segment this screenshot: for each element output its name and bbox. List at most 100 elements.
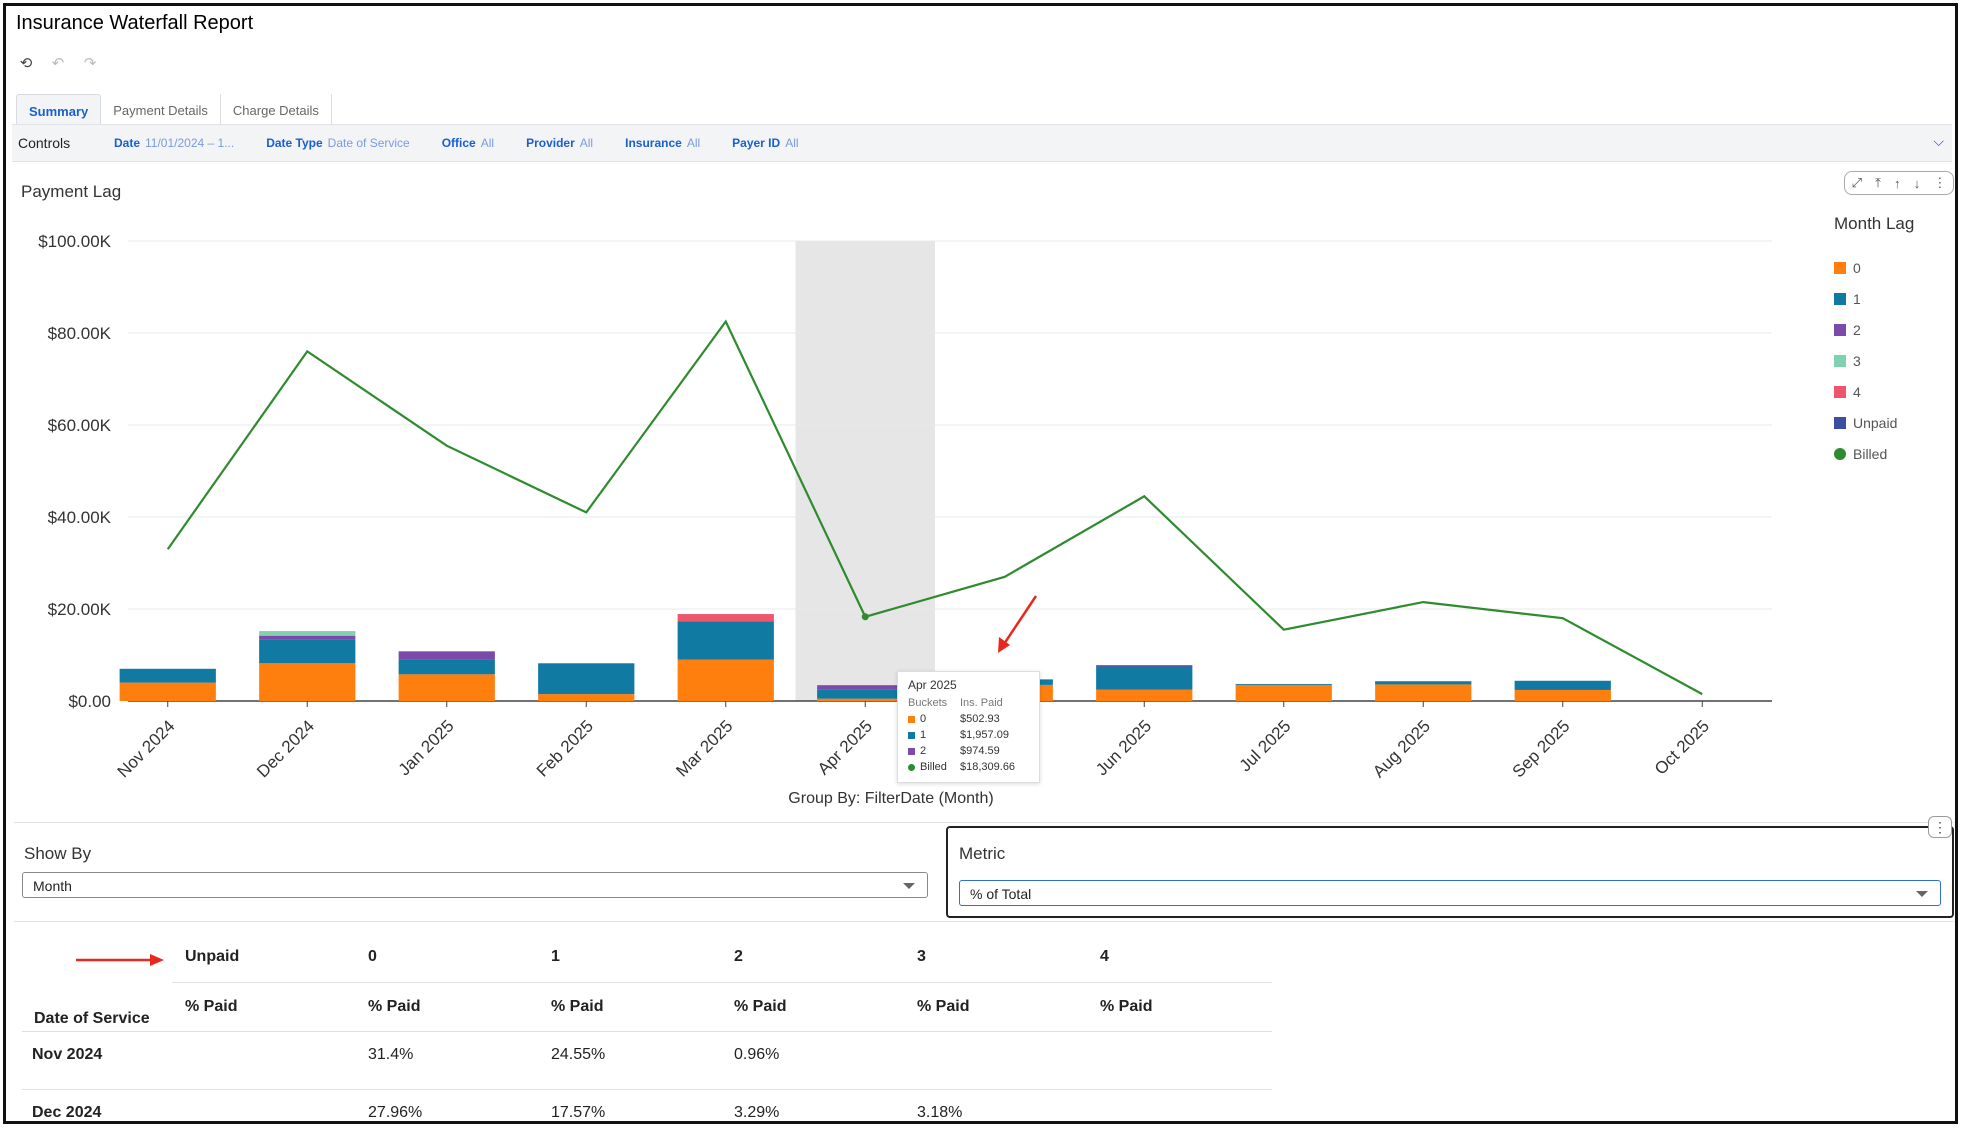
- legend-label: 3: [1853, 352, 1861, 369]
- column-header: Unpaid: [185, 948, 240, 965]
- arrow-up-icon[interactable]: ↑: [1894, 175, 1901, 191]
- column-header: % Paid: [368, 998, 421, 1015]
- refresh-icon[interactable]: ⟲: [19, 55, 33, 72]
- metric-select[interactable]: % of Total: [959, 880, 1941, 906]
- bar-segment: [1235, 683, 1332, 685]
- filter-name: Date Type: [266, 136, 323, 150]
- redo-icon[interactable]: ↷: [83, 55, 97, 72]
- column-header: 4: [1100, 948, 1109, 965]
- bar-segment: [119, 668, 216, 683]
- filter-office[interactable]: Office All: [442, 136, 494, 150]
- bar-segment: [259, 635, 356, 640]
- chart-title: Payment Lag: [21, 182, 122, 201]
- undo-icon[interactable]: ↶: [51, 55, 65, 72]
- filter-provider[interactable]: Provider All: [526, 136, 593, 150]
- x-tick-label: Mar 2025: [672, 716, 736, 780]
- annotation-arrow-head: [998, 637, 1010, 653]
- filter-value: All: [579, 136, 594, 150]
- tab-charge-details[interactable]: Charge Details: [221, 94, 332, 124]
- legend-item[interactable]: 0: [1834, 252, 1914, 283]
- tooltip-value: $974.59: [960, 745, 1000, 757]
- filter-name: Insurance: [625, 136, 682, 150]
- arrow-down-icon[interactable]: ↓: [1913, 175, 1921, 191]
- legend-item[interactable]: 2: [1834, 314, 1914, 345]
- expand-icon[interactable]: ⤢: [1851, 175, 1862, 190]
- tab-bar: Summary Payment Details Charge Details: [16, 94, 332, 125]
- app-window: Insurance Waterfall Report ⟲ ↶ ↷ Summary…: [3, 3, 1958, 1124]
- tooltip-value: $502.93: [960, 713, 1000, 725]
- legend-swatch-icon: [1834, 292, 1846, 305]
- divider: [22, 1031, 1272, 1032]
- bar-segment: [259, 639, 356, 664]
- bar-segment: [817, 689, 914, 699]
- x-tick-label: Sep 2025: [1509, 716, 1574, 781]
- x-tick-label: Jul 2025: [1236, 716, 1295, 775]
- legend-item[interactable]: Unpaid: [1834, 407, 1914, 438]
- legend-swatch-icon: [1834, 416, 1846, 429]
- column-header: 1: [551, 948, 560, 965]
- show-by-select[interactable]: Month: [22, 872, 928, 898]
- legend-title: Month Lag: [1834, 214, 1915, 233]
- more-options-icon[interactable]: ⋮: [1928, 816, 1952, 838]
- table-row: Nov 2024 31.4% 24.55% 0.96%: [22, 1046, 1272, 1086]
- table-cell: 31.4%: [368, 1046, 414, 1063]
- table-cell: 24.55%: [551, 1046, 606, 1063]
- tab-payment-details[interactable]: Payment Details: [101, 94, 221, 124]
- bar-segment: [1096, 666, 1193, 690]
- row-date: Nov 2024: [32, 1046, 103, 1063]
- divider: [14, 822, 1954, 823]
- tooltip-bucket: 1: [920, 729, 927, 741]
- bar-segment: [1514, 680, 1611, 690]
- divider: [14, 921, 1954, 922]
- swatch-icon: [908, 763, 915, 771]
- filter-name: Payer ID: [732, 136, 781, 150]
- row-date: Dec 2024: [32, 1104, 102, 1121]
- arrow-right-icon: [76, 954, 164, 966]
- legend-swatch-icon: [1834, 261, 1846, 274]
- column-header: 2: [734, 948, 743, 965]
- legend-swatch-icon: [1834, 323, 1846, 336]
- legend-item[interactable]: Billed: [1834, 438, 1914, 469]
- x-tick-label: Dec 2024: [253, 716, 318, 781]
- table-cell: 3.18%: [917, 1104, 963, 1121]
- column-header: % Paid: [185, 998, 238, 1015]
- legend-label: 4: [1853, 383, 1861, 400]
- metric-panel: Metric % of Total: [946, 826, 1954, 918]
- filter-insurance[interactable]: Insurance All: [625, 136, 700, 150]
- controls-bar: Controls Date 11/01/2024 – 1... Date Type…: [12, 124, 1952, 162]
- legend-swatch-icon: [1834, 385, 1846, 398]
- legend-item[interactable]: 1: [1834, 283, 1914, 314]
- column-header: 3: [917, 948, 926, 965]
- x-tick-label: Feb 2025: [533, 716, 597, 780]
- annotation-arrow-line: [1000, 595, 1038, 648]
- filter-date[interactable]: Date 11/01/2024 – 1...: [114, 136, 234, 150]
- divider: [172, 982, 1272, 983]
- chevron-down-icon[interactable]: ⌵: [1933, 133, 1944, 149]
- filter-payer-id[interactable]: Payer ID All: [732, 136, 798, 150]
- legend-item[interactable]: 3: [1834, 345, 1914, 376]
- divider: [22, 1089, 1272, 1090]
- tab-summary[interactable]: Summary: [16, 94, 102, 125]
- show-by-value: Month: [33, 878, 72, 894]
- filter-date-type[interactable]: Date Type Date of Service: [266, 136, 410, 150]
- legend-swatch-icon: [1834, 447, 1846, 460]
- more-options-icon[interactable]: ⋮: [1933, 175, 1947, 190]
- tooltip-bucket: 0: [920, 713, 927, 725]
- filter-value: Date of Service: [327, 136, 410, 150]
- bar-segment: [1375, 681, 1472, 685]
- y-tick-label: $60.00K: [48, 416, 112, 435]
- caret-down-icon: [903, 883, 915, 889]
- bar-segment: [677, 659, 774, 701]
- metric-value: % of Total: [970, 886, 1032, 902]
- move-to-top-icon[interactable]: ⤒: [1875, 175, 1881, 190]
- bar-segment: [119, 682, 216, 701]
- bar-segment: [677, 621, 774, 660]
- legend-item[interactable]: 4: [1834, 376, 1914, 407]
- table-cell: 17.57%: [551, 1104, 606, 1121]
- tooltip-col-buckets: Buckets: [908, 697, 948, 709]
- column-header: 0: [368, 948, 377, 965]
- legend-label: Billed: [1853, 445, 1888, 462]
- caret-down-icon: [1916, 891, 1928, 897]
- bar-segment: [398, 659, 495, 675]
- bar-segment: [1375, 684, 1472, 701]
